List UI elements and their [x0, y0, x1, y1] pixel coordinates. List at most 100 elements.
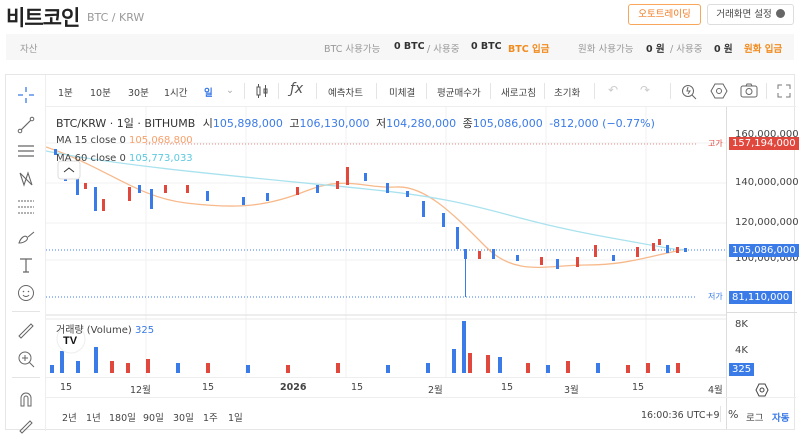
magnet-icon[interactable]: [16, 389, 36, 409]
clock-time: 16:00:36 UTC+9: [641, 410, 720, 421]
undo-icon[interactable]: ↶: [608, 83, 619, 97]
change-value: -812,000 (−0.77%): [549, 117, 655, 130]
btc-in-use-label: / 사용중: [427, 44, 460, 55]
brush-icon[interactable]: [16, 227, 36, 247]
x-tick: 15: [632, 382, 645, 393]
volume-tick: 8K: [735, 319, 748, 330]
ma60-legend[interactable]: MA 60 close 0 105,773,033: [56, 153, 193, 164]
axis-settings-icon[interactable]: [755, 383, 769, 397]
fullscreen-icon[interactable]: [776, 83, 792, 99]
x-tick: 2026: [280, 382, 307, 393]
screen-settings-button[interactable]: 거래화면 설정: [707, 4, 794, 25]
prediction-chart-button[interactable]: 예측차트: [328, 88, 363, 99]
high-price-tag: 157,194,000: [729, 137, 799, 150]
divider: [316, 83, 317, 99]
y-tick: 100,000,000: [735, 253, 799, 264]
time-axis[interactable]: 15 12월 15 2026 15 2월 15 3월 15 4월: [46, 377, 726, 397]
btc-deposit-link[interactable]: BTC 입금: [508, 44, 550, 55]
divider: [12, 311, 40, 312]
divider: [670, 83, 671, 99]
divider: [244, 83, 245, 99]
interval-10m[interactable]: 10분: [90, 88, 111, 99]
ma15-value: 105,068,800: [129, 135, 193, 146]
krw-in-use-value: 0 원: [714, 44, 733, 55]
btc-available-label: BTC 사용가능: [324, 44, 381, 55]
krw-deposit-link[interactable]: 원화 입금: [744, 44, 783, 55]
ruler-icon[interactable]: [16, 321, 36, 341]
close-value: 105,086,000: [472, 117, 543, 130]
ma15-legend[interactable]: MA 15 close 0 105,068,800: [56, 135, 193, 146]
crosshair-icon[interactable]: [16, 85, 36, 105]
settings-label: 거래화면 설정: [716, 9, 772, 20]
divider: [426, 83, 427, 99]
interval-day[interactable]: 일: [204, 88, 213, 99]
candlestick-plot[interactable]: TV: [46, 107, 726, 377]
auto-trading-button[interactable]: 오토트레이딩: [628, 4, 701, 25]
interval-30m[interactable]: 30분: [128, 88, 149, 99]
x-tick: 15: [202, 382, 215, 393]
x-tick: 12월: [130, 385, 151, 396]
svg-text:TV: TV: [63, 335, 78, 347]
text-icon[interactable]: [16, 255, 36, 275]
range-1d[interactable]: 1일: [228, 413, 243, 424]
fib-icon[interactable]: [16, 197, 36, 217]
y-tick: 160,000,000: [735, 129, 799, 140]
volume-value: 325: [134, 325, 155, 336]
refresh-button[interactable]: 새로고침: [501, 88, 536, 99]
pencil-icon[interactable]: [16, 415, 36, 435]
price-axis[interactable]: 160,000,000 157,194,000 140,000,000 120,…: [726, 107, 799, 429]
pattern-icon[interactable]: [16, 169, 36, 189]
low-label: 저: [375, 117, 387, 130]
trend-line-icon[interactable]: [16, 115, 36, 135]
btc-available-value: 0 BTC: [394, 41, 425, 52]
candle-type-icon[interactable]: [254, 83, 270, 99]
high-value: 106,130,000: [299, 117, 370, 130]
drawing-toolbar: [6, 75, 46, 434]
divider: [490, 83, 491, 99]
range-180d[interactable]: 180일: [109, 413, 136, 424]
chevron-down-icon[interactable]: ⌄: [226, 85, 234, 96]
btc-in-use-value: 0 BTC: [471, 41, 502, 52]
y-tick: 140,000,000: [735, 177, 799, 188]
redo-icon[interactable]: ↷: [640, 83, 651, 97]
reset-button[interactable]: 초기화: [554, 88, 581, 99]
camera-icon[interactable]: [740, 82, 758, 100]
pair-label: BTC / KRW: [87, 11, 145, 24]
bottom-bar: 2년 1년 180일 90일 30일 1주 1일 16:00:36 UTC+9 …: [46, 397, 796, 431]
chevron-up-icon: [63, 167, 75, 173]
open-orders-button[interactable]: 미체결: [389, 88, 416, 99]
asset-bar: 자산 BTC 사용가능 0 BTC / 사용중 0 BTC BTC 입금 원화 …: [6, 34, 794, 60]
divider: [544, 83, 545, 99]
auto-toggle[interactable]: 자동: [772, 413, 790, 424]
range-2y[interactable]: 2년: [62, 413, 77, 424]
quick-search-icon[interactable]: [680, 82, 698, 100]
indicator-fx-icon[interactable]: ƒx: [290, 81, 304, 97]
range-30d[interactable]: 30일: [173, 413, 194, 424]
log-toggle[interactable]: 로그: [746, 413, 764, 424]
percent-toggle[interactable]: %: [728, 408, 739, 421]
zoom-in-icon[interactable]: [16, 349, 36, 369]
tradingview-logo: [56, 324, 86, 354]
divider: [376, 83, 377, 99]
ohlc-legend: BTC/KRW · 1일 · BITHUMB 시105,898,000 고106…: [56, 115, 655, 131]
range-90d[interactable]: 90일: [143, 413, 164, 424]
x-tick: 15: [60, 382, 73, 393]
symbol-label: BTC/KRW · 1일 · BITHUMB: [56, 117, 196, 130]
asset-label: 자산: [20, 44, 38, 55]
parallel-lines-icon[interactable]: [16, 141, 36, 161]
avg-buy-price-button[interactable]: 평균매수가: [437, 88, 481, 99]
interval-1m[interactable]: 1분: [58, 88, 73, 99]
divider: [594, 83, 595, 99]
interval-1h[interactable]: 1시간: [164, 88, 188, 99]
volume-tick: 4K: [735, 345, 748, 356]
emoji-icon[interactable]: [16, 283, 36, 303]
close-label: 종: [462, 117, 473, 130]
low-value: 104,280,000: [386, 117, 457, 130]
collapse-legend-button[interactable]: [57, 160, 81, 180]
range-1w[interactable]: 1주: [203, 413, 218, 424]
krw-available-label: 원화 사용가능: [578, 44, 634, 55]
chart-settings-icon[interactable]: [710, 82, 728, 100]
divider: [766, 83, 767, 99]
high-marker-label: 고가: [708, 139, 723, 148]
range-1y[interactable]: 1년: [86, 413, 101, 424]
